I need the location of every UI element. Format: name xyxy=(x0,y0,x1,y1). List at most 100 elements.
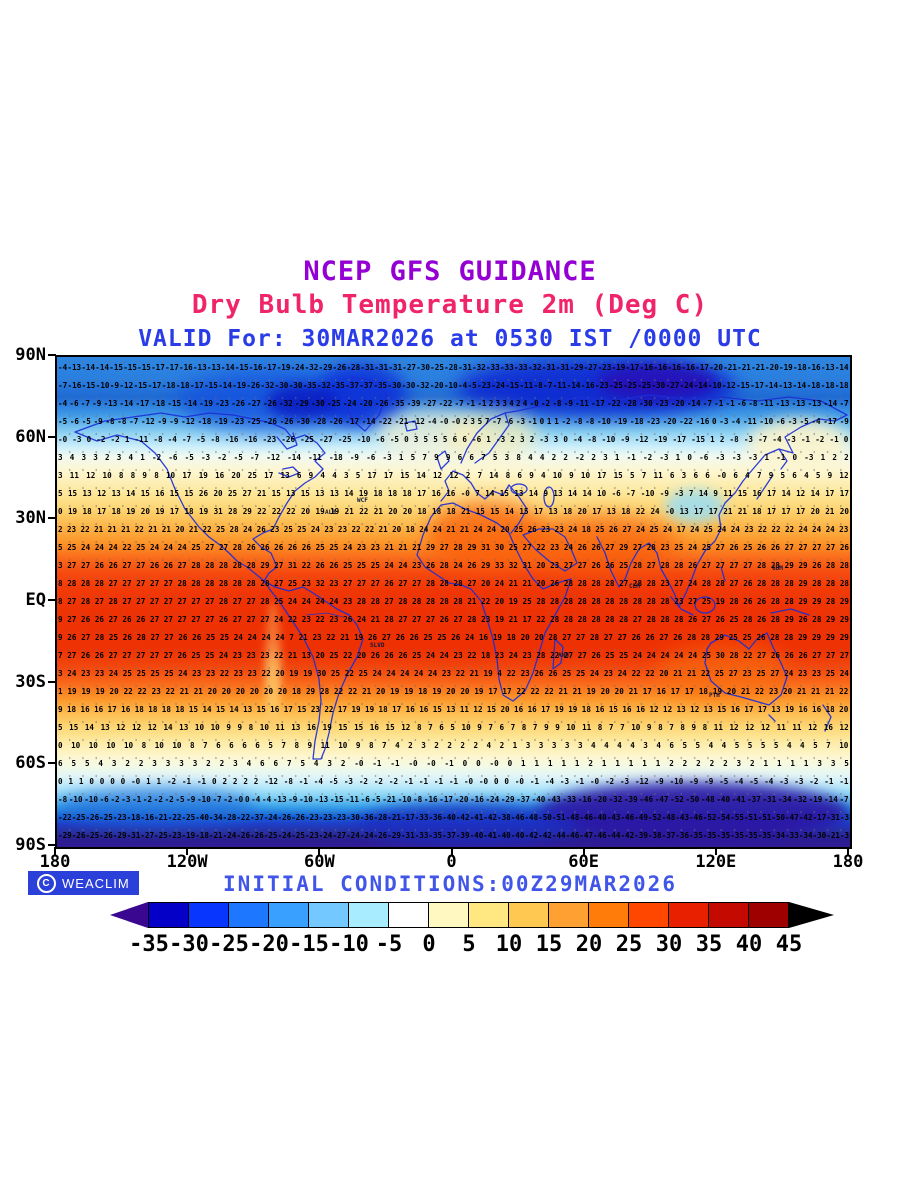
colorbar-cell xyxy=(389,903,429,927)
colorbar-tick-label: 30 xyxy=(655,932,683,957)
lat-tick-label: 90S xyxy=(15,835,46,855)
grid-row: 0 19 18 17 18 19 20 19 17 18 19 31 28 29 22 22 22 20 19 19 2… xyxy=(58,507,849,516)
coast-britain xyxy=(436,450,450,470)
lon-tick-mark xyxy=(54,847,56,855)
lon-tick-mark xyxy=(450,847,453,855)
grid-row: 0 10 10 10 10 8 10 10 8 7 6 6 6 6 5 7 8 9 11 10 9 8 7 4 2 3 2 2 2 2 4 2… xyxy=(58,741,849,750)
colorbar-cell xyxy=(429,903,469,927)
lon-tick-label: 60E xyxy=(568,852,600,872)
colorbar-tick-label: -5 xyxy=(375,932,403,957)
colorbar-tick-label: -30 xyxy=(169,932,209,957)
colorbar-tick-label: 40 xyxy=(735,932,763,957)
coast-hudson-bay xyxy=(276,432,298,450)
lon-tick-label: 0 xyxy=(446,852,457,872)
grid-row: 7 27 26 26 27 27 27 27 27 26 25 25 24 23 23 23 22 21 13 20 2… xyxy=(58,651,849,660)
lon-tick-mark xyxy=(186,847,189,855)
colorbar-cell xyxy=(709,903,749,927)
colorbar-cell xyxy=(309,903,349,927)
grid-row: 9 27 26 26 27 26 26 27 27 27 27 27 26 27 27 27 24 22 23 22 2… xyxy=(58,615,849,624)
coast-africa xyxy=(416,502,572,702)
grid-row: 3 4 3 3 2 3 4 1 -2 -6 -5 -3 -2 -5 -7 -12 -14 -11 -18 -9 -6 -3… xyxy=(58,453,849,462)
lon-tick-mark xyxy=(318,847,321,855)
colorbar-tick-label: 20 xyxy=(575,932,603,957)
lat-tick-mark xyxy=(48,762,56,765)
colorbar-right-arrow xyxy=(789,902,834,928)
colorbar-cell xyxy=(549,903,589,927)
colorbar-cell xyxy=(469,903,509,927)
colorbar-cell xyxy=(629,903,669,927)
colorbar-cell xyxy=(749,903,788,927)
lat-lon-grid-dots xyxy=(57,357,850,847)
grid-row: 5 15 14 13 12 12 12 14 13 10 10 9 9 8 10 11 13 16 19 15 15 16… xyxy=(58,723,849,732)
station-label: WCF xyxy=(357,497,368,504)
colorbar-tick-label: -35 xyxy=(129,932,169,957)
colorbar-cells xyxy=(148,902,789,928)
colorbar-cell xyxy=(509,903,549,927)
colorbar-tick-label: -25 xyxy=(209,932,249,957)
lat-tick-label: 60N xyxy=(15,426,46,447)
lat-tick-label: 30N xyxy=(15,508,46,529)
coast-north-america xyxy=(74,412,326,582)
coast-great-lakes xyxy=(278,466,300,478)
lat-tick-label: 60S xyxy=(15,753,46,774)
grid-row: -29 -26 -25 -26 -29 -31 -27 -25 -23 -19 -18 -21 -24-… xyxy=(58,831,850,840)
coast-europe xyxy=(440,470,510,502)
station-label: CLM xyxy=(629,583,640,590)
colorbar-tick-label: 10 xyxy=(495,932,523,957)
page-title: NCEP GFS GUIDANCE xyxy=(303,256,597,287)
coast-black-sea xyxy=(510,483,528,495)
coast-tasmania xyxy=(768,714,776,722)
colorbar-left-arrow xyxy=(110,902,148,928)
colorbar-cell xyxy=(269,903,309,927)
colorbar-tick-label: 5 xyxy=(462,932,476,957)
coast-new-guinea xyxy=(770,608,810,616)
grid-row: 6 5 5 4 3 2 2 3 3 3 3 2 2 3 4 6 6 7 5 4 3 2 -0 -1 -1 -0 -0 -1 0 0 -0 0 1… xyxy=(58,759,849,768)
lat-tick-mark xyxy=(48,435,56,438)
grid-row: 8 27 28 27 28 27 27 27 27 27 27 27 28 27 27 28 25 24 24 24 2… xyxy=(58,597,849,606)
coast-greenland xyxy=(344,376,388,432)
coast-arabia xyxy=(522,528,578,572)
grid-row: 8 28 28 28 27 27 27 27 27 28 28 28 28 28 28 28 27 25 23 32 2… xyxy=(58,579,849,588)
lon-tick-label: 60W xyxy=(303,852,335,872)
grid-row: 3 11 12 10 8 8 9 8 10 17 19 16 20 25 17 13 6 9 4 4 3 5 17 17 15 1… xyxy=(58,471,849,480)
lat-tick-mark xyxy=(48,680,56,683)
coast-south-america xyxy=(263,580,364,760)
station-label: PTH xyxy=(709,692,720,699)
lat-tick-mark xyxy=(48,599,56,601)
copyright-icon: C xyxy=(37,873,56,893)
grid-row: 3 24 23 23 24 25 25 25 25 24 23 23 22 23 23 22 20 19 19 30 2… xyxy=(58,669,849,678)
grid-row: -5 -6 -5 -9 -8 -8 -7 -12 -9 -9 -12 -18 -19 -23 -25 -26-… xyxy=(58,417,849,426)
colorbar-cell xyxy=(589,903,629,927)
logo-text: WEACLIM xyxy=(62,875,130,891)
grid-row: -4 -13 -14 -14 -15 -15 -15 -17 -17 -16 -13 -13 -14 -1… xyxy=(58,363,849,372)
colorbar-cell xyxy=(189,903,229,927)
colorbar-tick-label: 25 xyxy=(615,932,643,957)
coast-sumatra xyxy=(670,596,694,616)
colorbar-tick-label: -20 xyxy=(249,932,289,957)
colorbar-tick-label: 15 xyxy=(535,932,563,957)
coast-madagascar xyxy=(552,638,564,670)
grid-row: -0 -3 0 -2 -2 1 -11 -8 -4 -7 -5 -8 -16 -16 -23 -26 -25 -2… xyxy=(58,435,849,444)
grid-row: 0 1 1 0 0 0 0 -0 1 1 -2 -1 -1 0 2 2 2 2 -12 -8 -1 -4 -5 -3 -2 -2-… xyxy=(58,777,849,786)
coast-new-zealand xyxy=(822,704,832,732)
station-label: ANN xyxy=(558,652,569,659)
coast-philippines xyxy=(720,566,726,582)
lon-tick-label: 180 xyxy=(832,852,864,872)
coast-australia xyxy=(704,632,788,706)
coast-india-seasia xyxy=(596,414,848,608)
grid-row: 1 19 19 19 20 22 22 23 22 21 21 20 20 20 20 20 20 18 29 28 2… xyxy=(58,687,849,696)
weaclim-logo: C WEACLIM xyxy=(28,871,139,895)
coast-iceland xyxy=(404,420,418,432)
lon-tick-mark xyxy=(847,847,849,855)
lon-tick-label: 120W xyxy=(166,852,208,872)
grid-row: -4 -6 -7 -9 -13 -14 -17 -18 -15 -14 -19 -23 -26 -27 -2… xyxy=(58,399,849,408)
coast-arctic-russia xyxy=(504,394,848,416)
grid-row: -22 -25 -26 -25 -23 -18 -16 -21 -22 -25 -40 -34 -28-… xyxy=(58,813,850,822)
lon-tick-mark xyxy=(582,847,585,855)
station-label: SLVD xyxy=(370,642,385,649)
coast-caspian-sea xyxy=(543,486,555,508)
station-label: ALB xyxy=(325,509,336,516)
lat-tick-mark xyxy=(48,354,56,356)
grid-row: 5 25 24 24 24 22 25 24 24 24 25 27 27 28 26 26 26 26 26 25 2… xyxy=(58,543,849,552)
